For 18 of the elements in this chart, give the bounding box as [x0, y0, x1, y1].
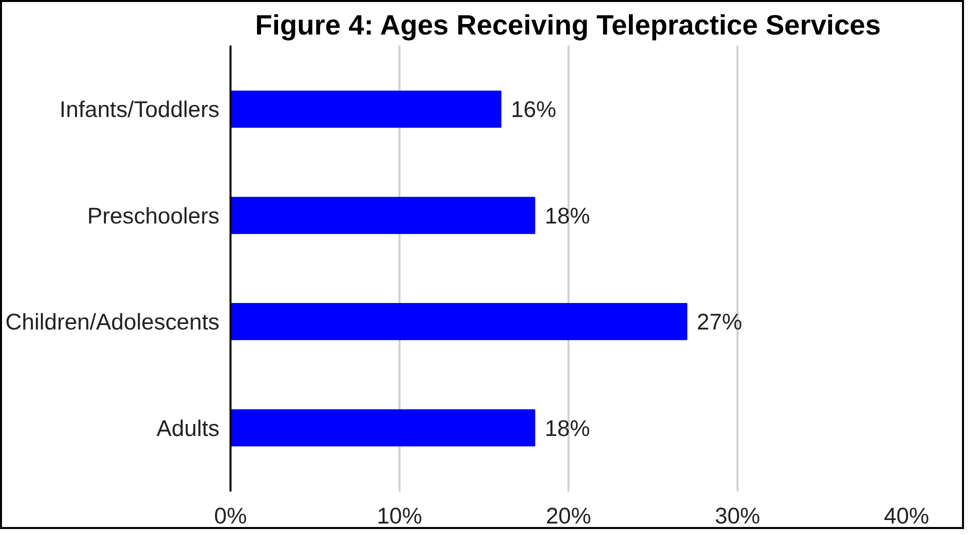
x-tick-label: 20%	[546, 502, 592, 528]
x-tick-label: 10%	[376, 502, 422, 528]
y-tick-label: Preschoolers	[87, 202, 220, 228]
bar	[230, 409, 536, 446]
y-tick-label: Infants/Toddlers	[60, 96, 220, 122]
data-label: 16%	[510, 96, 556, 122]
data-label: 18%	[544, 202, 590, 228]
y-tick-label: Children/Adolescents	[5, 308, 220, 335]
x-tick-label: 0%	[214, 502, 247, 528]
bar	[230, 90, 502, 128]
data-label: 27%	[696, 308, 742, 335]
x-tick-label: 40%	[884, 502, 930, 528]
bar	[230, 303, 688, 340]
chart-title: Figure 4: Ages Receiving Telepractice Services	[255, 10, 881, 40]
bar	[230, 196, 536, 234]
y-tick-label: Adults	[156, 414, 220, 441]
x-tick-label: 30%	[714, 502, 760, 528]
data-label: 18%	[544, 414, 590, 441]
